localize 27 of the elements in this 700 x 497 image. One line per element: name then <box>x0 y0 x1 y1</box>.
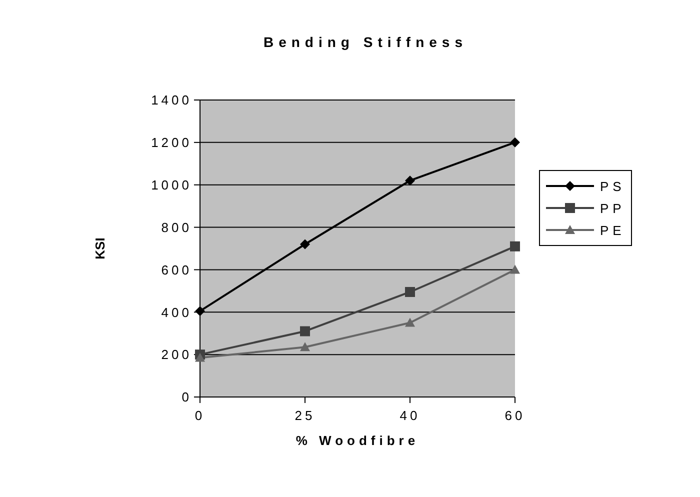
y-tick-label: 200 <box>161 347 192 362</box>
x-tick-label: 25 <box>294 408 316 424</box>
y-axis-title: KSI <box>92 238 108 260</box>
point <box>300 239 310 250</box>
point <box>300 326 310 336</box>
y-tick-label: 1000 <box>151 177 192 192</box>
y-tick-label: 1400 <box>151 92 192 108</box>
x-tick-label: 60 <box>504 408 526 424</box>
point <box>405 176 415 186</box>
chart-title: Bending Stiffness <box>262 34 468 50</box>
point <box>510 241 520 252</box>
x-tick-label: 40 <box>400 408 420 424</box>
point <box>300 342 310 352</box>
point <box>405 318 415 327</box>
y-tick-label: 600 <box>161 262 192 278</box>
legend-label: PE <box>600 222 626 238</box>
x-axis-title: % Woodfibre <box>296 433 420 448</box>
point <box>510 264 520 274</box>
x-tick-label: 0 <box>194 408 206 424</box>
y-tick-label: 1200 <box>151 135 192 150</box>
y-tick-label: 800 <box>161 220 192 235</box>
y-tick-label: 400 <box>161 304 192 320</box>
point <box>510 137 520 148</box>
point <box>405 286 415 297</box>
legend-label: PS <box>600 178 626 194</box>
y-tick-label: 0 <box>182 390 192 405</box>
legend-label: PP <box>600 200 626 216</box>
